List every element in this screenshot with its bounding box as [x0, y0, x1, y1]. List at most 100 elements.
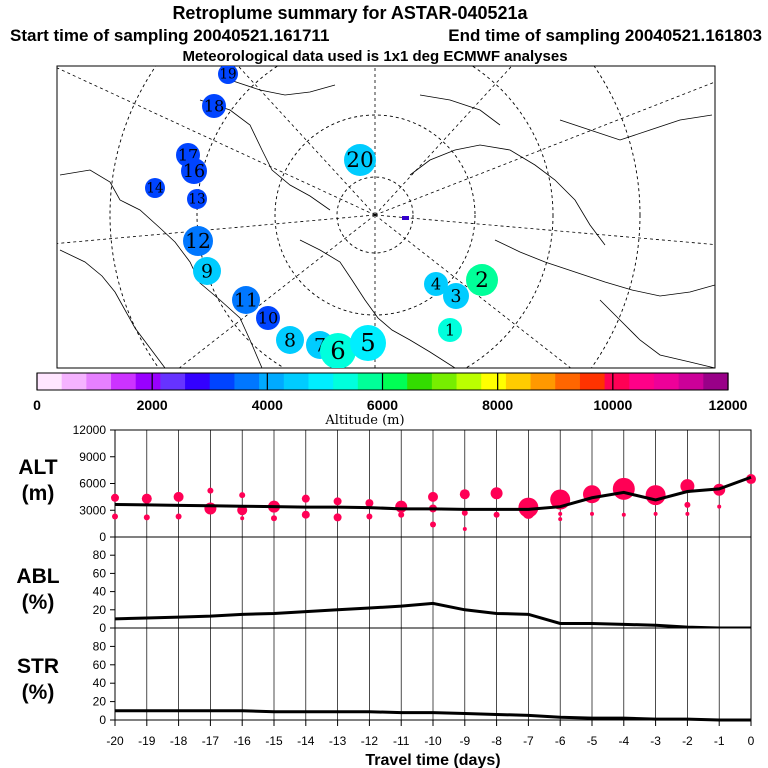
- map-cluster: 4: [424, 272, 448, 296]
- cluster-circle: [183, 226, 213, 256]
- colorbar: 0 2000 4000 6000 8000 10000 12000 Altitude (m): [33, 372, 748, 428]
- cluster-circle: [145, 178, 165, 198]
- colorbar-cell: [703, 373, 729, 390]
- cluster-circle: [424, 272, 448, 296]
- colorbar-cell: [456, 373, 482, 390]
- map-cluster: 14: [145, 178, 165, 198]
- met-data-note: Meteorological data used is 1x1 deg ECMW…: [182, 48, 567, 65]
- xtick-label: -18: [170, 734, 188, 748]
- x-axis-label: Travel time (days): [365, 752, 500, 768]
- map-cluster: 11: [232, 286, 260, 314]
- colorbar-cell: [530, 373, 556, 390]
- map-graticule: [57, 66, 715, 368]
- str-line: [115, 709, 751, 722]
- x-tick-labels: -20 -19 -18 -17 -16 -15 -14 -13 -12 -11 -10 -9 -8 -7-…: [106, 720, 755, 748]
- alt-ylabel-unit: (m): [22, 482, 55, 505]
- colorbar-cell: [431, 373, 458, 390]
- map-cluster: 20: [344, 144, 376, 176]
- alt-blob: [428, 491, 438, 502]
- colorbar-cell: [259, 373, 285, 390]
- alt-blob: [490, 487, 503, 500]
- alt-blob: [301, 494, 310, 503]
- xtick-label: -14: [297, 734, 315, 748]
- cluster-circle: [181, 158, 207, 184]
- cluster-label: 20: [346, 148, 373, 173]
- alt-blob: [685, 511, 690, 516]
- abl-panel: ABL (%) 80 60 40 20 0: [16, 536, 752, 635]
- cluster-circle: [202, 94, 226, 118]
- alt-gridlines: [114, 430, 752, 537]
- str-panel: STR (%) 80 60 40 20 0: [17, 627, 752, 727]
- xtick-label: -12: [361, 734, 379, 748]
- alt-blob: [333, 497, 342, 506]
- colorbar-tick-label: 10000: [593, 397, 632, 413]
- cluster-label: 2: [475, 268, 489, 293]
- xtick-label: -5: [587, 734, 598, 748]
- ytick-label: 80: [93, 639, 107, 653]
- map-cluster: 8: [276, 326, 304, 354]
- colorbar-cell: [678, 373, 704, 390]
- colorbar-title: Altitude (m): [324, 413, 404, 428]
- alt-blob: [207, 487, 214, 494]
- ytick-label: 0: [99, 621, 106, 635]
- ytick-label: 20: [93, 695, 107, 709]
- cluster-circle: [438, 318, 462, 342]
- colorbar-cell: [407, 373, 433, 390]
- alt-median-line: [114, 475, 752, 511]
- xtick-label: -13: [329, 734, 347, 748]
- cluster-circle: [232, 286, 260, 314]
- map-cluster: 5: [350, 325, 386, 361]
- cluster-label: 11: [234, 289, 258, 311]
- colorbar-cell: [505, 373, 532, 390]
- alt-blob: [612, 477, 635, 500]
- colorbar-tick-label: 6000: [367, 397, 398, 413]
- xtick-label: -16: [234, 734, 252, 748]
- cluster-circle: [320, 333, 356, 368]
- map-cluster: 19: [218, 66, 238, 84]
- coastlines: [59, 79, 715, 368]
- map-cluster: 6: [320, 333, 356, 368]
- map-cluster: 1: [438, 318, 462, 342]
- colorbar-cell: [481, 373, 507, 390]
- str-ylabel: STR: [17, 655, 59, 678]
- cluster-label: 5: [360, 328, 375, 357]
- colorbar-cell: [357, 373, 384, 390]
- colorbar-tick-label: 0: [33, 397, 41, 413]
- map-cluster: 18: [202, 94, 226, 118]
- map-cluster: 2: [466, 264, 498, 296]
- alt-blob: [141, 493, 152, 504]
- cluster-label: 12: [185, 229, 211, 253]
- cluster-circle: [276, 326, 304, 354]
- xtick-label: -19: [138, 734, 156, 748]
- alt-blob: [271, 515, 277, 522]
- ytick-label: 40: [93, 585, 107, 599]
- cluster-circle: [256, 306, 280, 330]
- alt-blob: [462, 526, 467, 531]
- alt-blob: [365, 499, 374, 508]
- alt-blob: [645, 485, 666, 506]
- map-cluster: 3: [443, 283, 469, 309]
- cluster-label: 1: [445, 320, 455, 339]
- xtick-label: -2: [682, 734, 693, 748]
- xtick-label: -20: [106, 734, 124, 748]
- colorbar-cell: [135, 373, 161, 390]
- colorbar-cell: [555, 373, 581, 390]
- colorbar-cell: [579, 373, 606, 390]
- colorbar-cell: [283, 373, 310, 390]
- release-site-marker: [402, 216, 409, 220]
- colorbar-cell: [333, 373, 359, 390]
- ytick-label: 80: [93, 548, 107, 562]
- abl-line: [114, 601, 751, 630]
- ytick-label: 20: [93, 603, 107, 617]
- colorbar-tick-labels: 0 2000 4000 6000 8000 10000 12000: [33, 373, 748, 413]
- alt-blob: [240, 516, 245, 521]
- cluster-label: 18: [204, 96, 225, 115]
- cluster-circle: [344, 144, 376, 176]
- colorbar-cell: [160, 373, 186, 390]
- alt-ytick-labels: 12000 9000 6000 3000 0: [73, 423, 115, 544]
- map-cluster: 9: [193, 257, 221, 285]
- colorbar-tick-label: 2000: [137, 397, 168, 413]
